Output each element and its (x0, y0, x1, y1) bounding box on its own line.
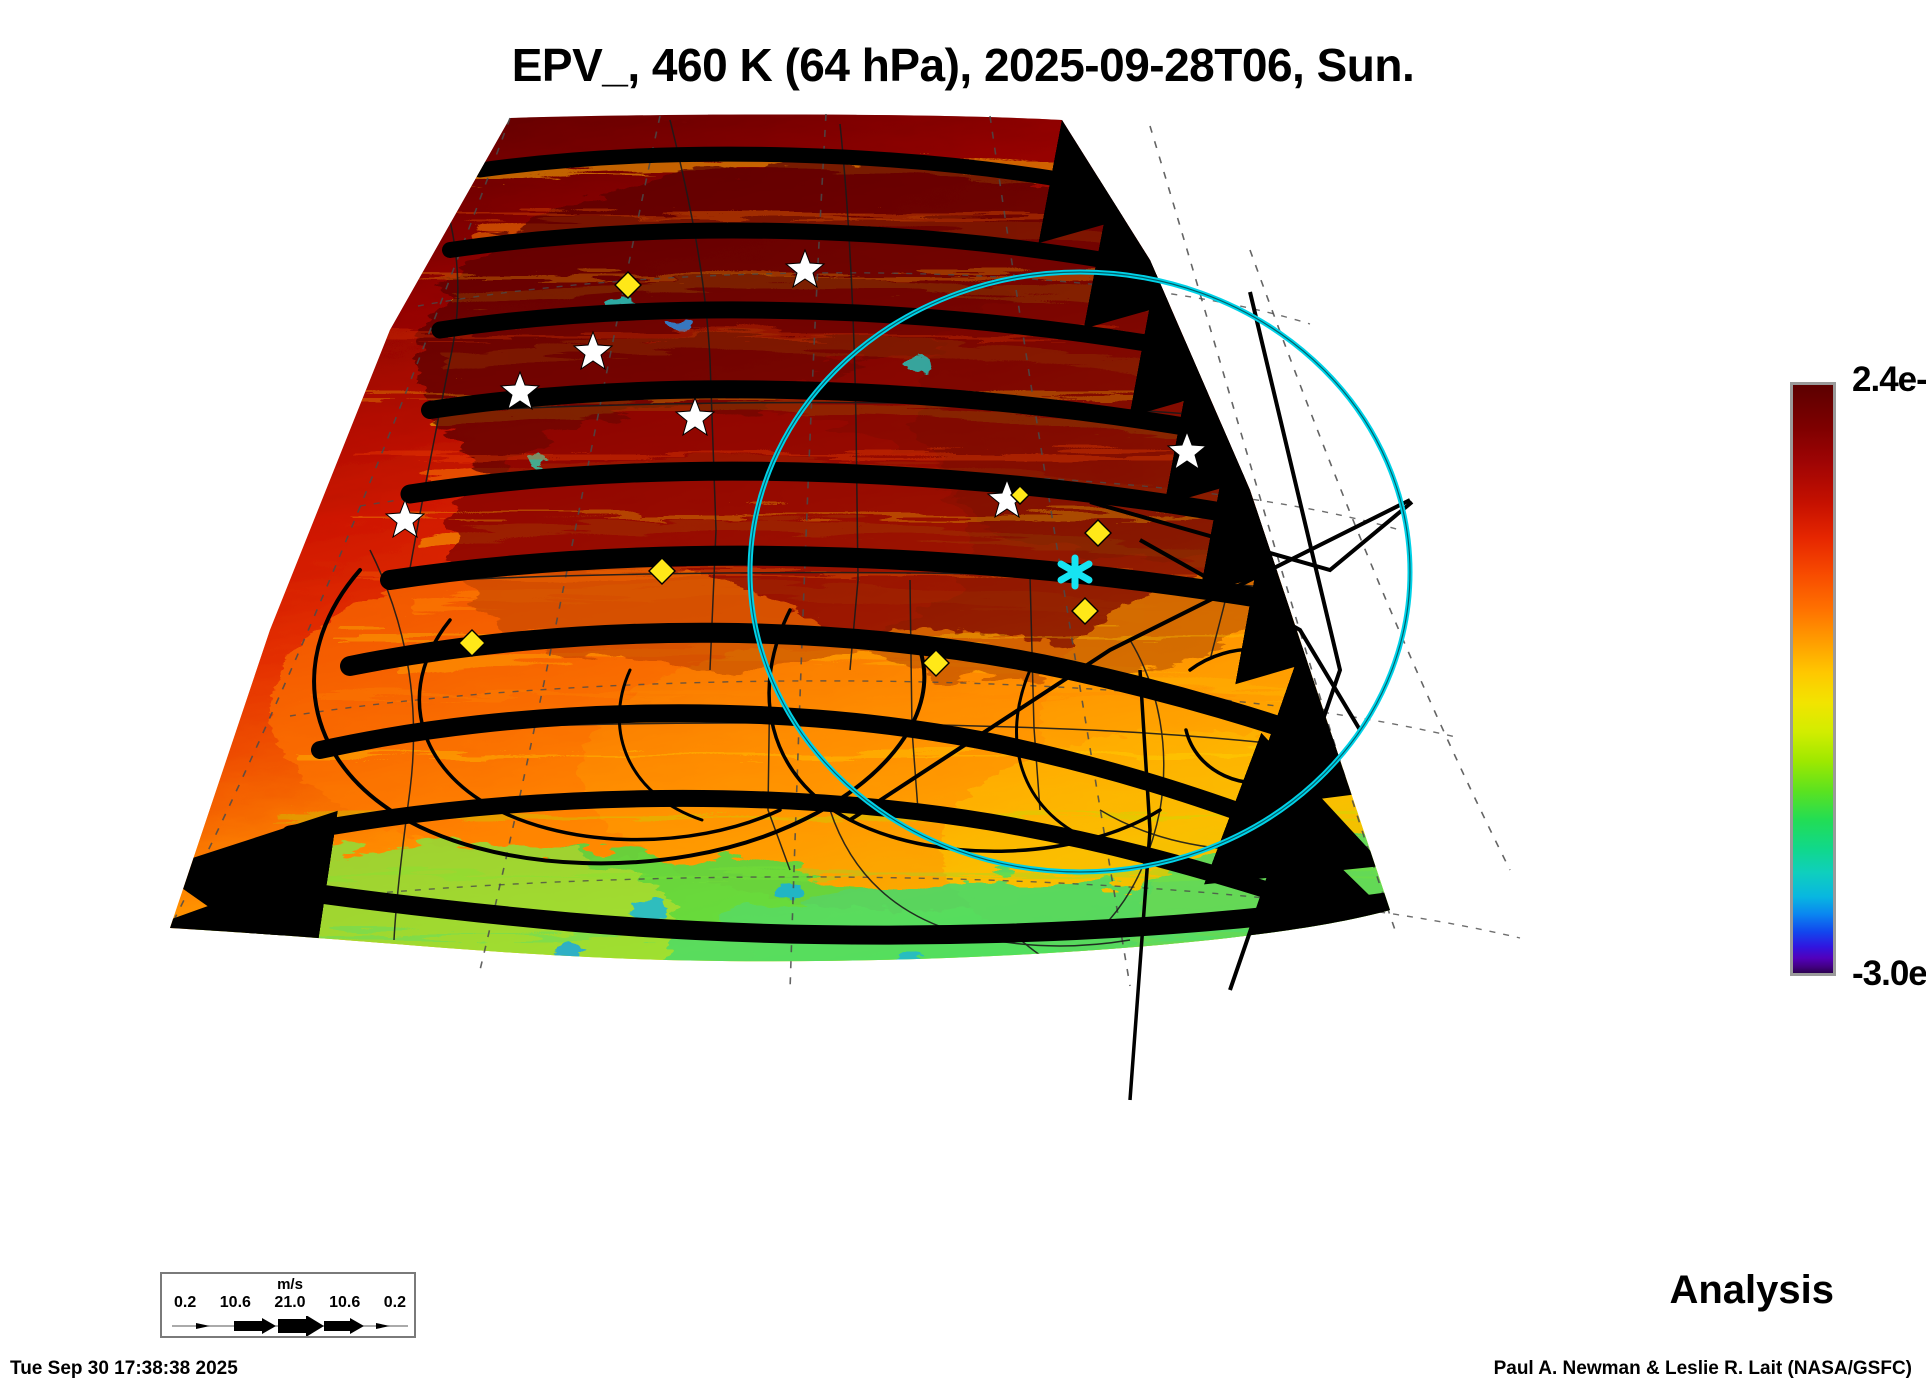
wind-legend-value-1: 10.6 (219, 1294, 251, 1311)
flight-tracks (848, 291, 1414, 1101)
epv-field (170, 114, 1390, 962)
colorbar-gradient (1790, 382, 1836, 976)
page-title: EPV_, 460 K (64 hPa), 2025-09-28T06, Sun… (511, 39, 1415, 91)
wind-legend-value-4: 0.2 (383, 1294, 406, 1311)
wind-streamlines (170, 114, 1390, 962)
wind-legend-value-0: 0.2 (174, 1294, 197, 1311)
wind-speed-legend: m/s 0.2 10.6 21.0 10.6 0.2 (160, 1272, 416, 1338)
map-panel[interactable] (150, 110, 1650, 1250)
wind-legend-value-2: 21.0 (274, 1294, 306, 1311)
wind-legend-value-3: 10.6 (329, 1294, 361, 1311)
base-site-asterisk (1057, 554, 1093, 590)
wind-legend-arrows (172, 1316, 408, 1336)
colorbar-min-label: -3.0e-06 (1852, 954, 1926, 993)
wind-legend-values: 0.2 10.6 21.0 10.6 0.2 (162, 1294, 418, 1312)
generation-timestamp: Tue Sep 30 17:38:38 2025 (10, 1358, 238, 1379)
station-markers (384, 248, 1208, 677)
colorbar (1790, 382, 1836, 976)
flight-range-circle (747, 269, 1413, 875)
colorbar-max-label: 2.4e-05 (1852, 360, 1926, 399)
map-plot[interactable] (150, 110, 1650, 1250)
author-credit: Paul A. Newman & Leslie R. Lait (NASA/GS… (1493, 1358, 1912, 1379)
wind-legend-units: m/s (277, 1276, 303, 1293)
analysis-label: Analysis (1669, 1268, 1834, 1312)
